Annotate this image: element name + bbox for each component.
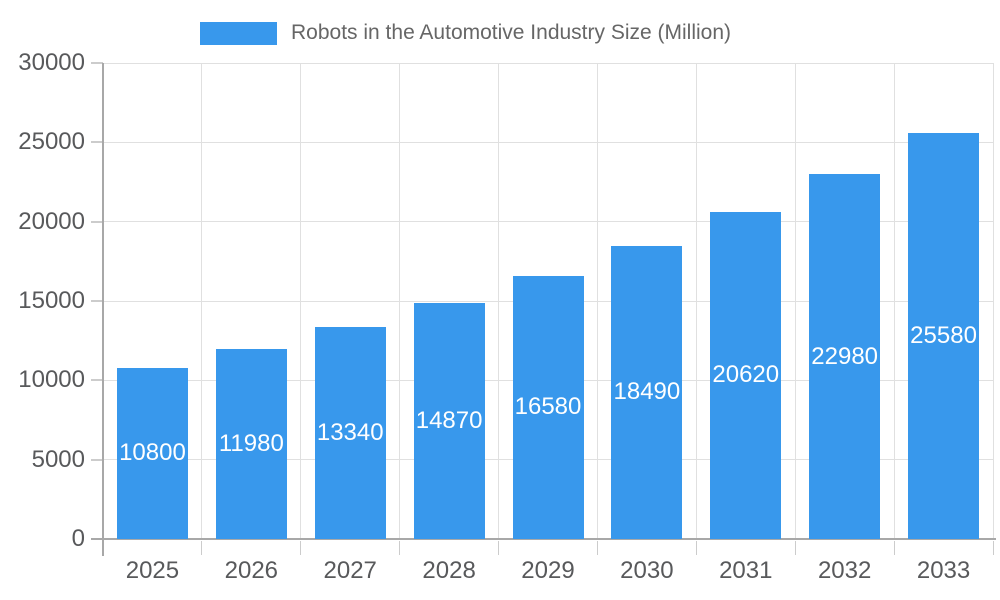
bar-value-label: 16580	[514, 393, 582, 421]
x-axis-tick	[893, 541, 895, 555]
x-axis-label: 2029	[521, 557, 575, 584]
x-axis-label: 2032	[817, 557, 872, 584]
bar-2030[interactable]	[611, 245, 683, 539]
bar-value-label: 20620	[712, 361, 780, 389]
bar-2032[interactable]	[809, 174, 881, 539]
x-axis-line	[91, 538, 996, 540]
x-axis-label: 2030	[620, 557, 674, 584]
x-axis-tick	[201, 541, 203, 555]
x-axis-label: 2028	[422, 557, 476, 584]
x-axis-label: 2031	[719, 557, 773, 584]
y-axis-label: 5000	[31, 445, 85, 473]
x-axis-tick	[399, 541, 401, 555]
x-axis-tick	[300, 541, 302, 555]
vertical-gridline	[399, 63, 401, 539]
vertical-gridline	[300, 63, 302, 539]
y-axis-label: 30000	[18, 49, 85, 76]
bar-value-label: 10800	[119, 439, 186, 467]
y-axis-label: 20000	[18, 207, 85, 235]
vertical-gridline	[201, 63, 203, 539]
x-axis-tick	[695, 541, 697, 555]
vertical-gridline	[992, 63, 994, 539]
x-axis-tick	[992, 541, 994, 555]
y-axis-tick	[91, 300, 103, 302]
x-axis-tick	[794, 541, 796, 555]
vertical-gridline	[695, 63, 697, 539]
y-axis-label: 0	[71, 525, 85, 552]
x-axis-label: 2026	[224, 557, 279, 584]
legend-item[interactable]: Robots in the Automotive Industry Size (…	[200, 21, 731, 45]
y-axis-label: 25000	[18, 128, 85, 156]
y-axis-tick	[91, 458, 103, 461]
vertical-gridline	[893, 63, 895, 539]
vertical-gridline	[794, 63, 796, 539]
y-axis-tick	[91, 220, 103, 223]
y-axis-tick	[91, 141, 103, 144]
bar-value-label: 11980	[218, 429, 284, 457]
bar-value-label: 13340	[316, 419, 384, 447]
legend-label: Robots in the Automotive Industry Size (…	[291, 21, 732, 44]
horizontal-gridline	[103, 141, 993, 143]
bar-2026[interactable]	[215, 348, 287, 539]
bar-value-label: 18490	[613, 378, 681, 406]
legend-swatch	[200, 21, 277, 45]
y-axis-label: 15000	[18, 287, 85, 314]
bar-value-label: 25580	[910, 322, 977, 350]
horizontal-gridline	[103, 221, 993, 223]
x-axis-label: 2025	[125, 557, 180, 584]
x-axis-label: 2027	[323, 557, 377, 584]
x-axis-tick	[596, 541, 598, 555]
bar-2029[interactable]	[512, 275, 584, 539]
y-axis-tick	[91, 62, 103, 64]
bar-value-label: 14870	[415, 407, 483, 435]
bar-value-label: 22980	[811, 342, 879, 370]
y-axis-tick	[91, 379, 103, 382]
vertical-gridline	[498, 63, 500, 539]
y-axis-line	[102, 63, 104, 556]
y-axis-label: 10000	[18, 366, 85, 394]
horizontal-gridline	[103, 62, 993, 64]
vertical-gridline	[596, 63, 598, 539]
bar-2025[interactable]	[116, 367, 188, 539]
x-axis-label: 2033	[916, 557, 971, 584]
bar-2028[interactable]	[413, 303, 485, 539]
bar-2027[interactable]	[314, 327, 386, 539]
bar-2033[interactable]	[908, 133, 980, 539]
bar-2031[interactable]	[710, 211, 782, 539]
x-axis-tick	[498, 541, 500, 555]
